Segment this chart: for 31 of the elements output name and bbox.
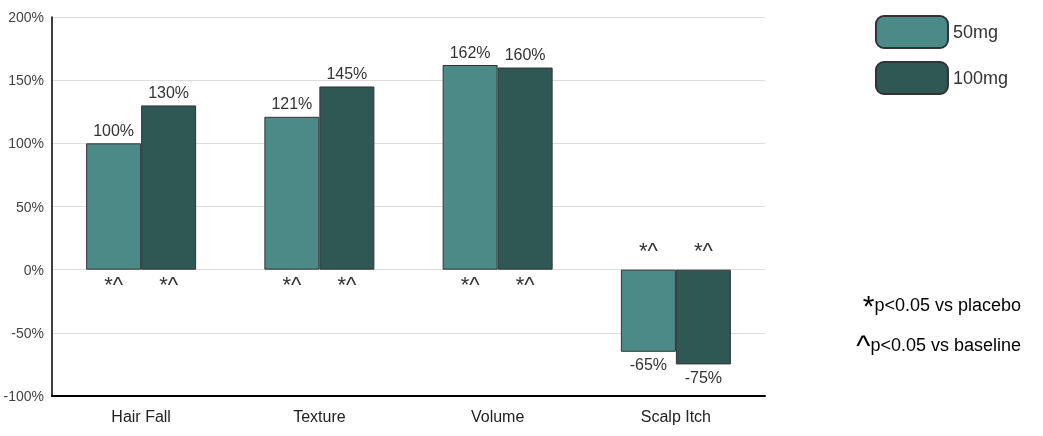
annotation: *^	[515, 272, 536, 298]
data-label: 121%	[271, 95, 313, 113]
data-label: 145%	[326, 64, 368, 82]
y-tick-label: 50%	[15, 198, 44, 215]
y-tick-label: 200%	[8, 9, 44, 25]
annotation: *^	[460, 272, 481, 298]
legend-label: 100mg	[952, 68, 1009, 88]
y-tick-label: 0%	[23, 261, 44, 278]
y-tick-label: 150%	[8, 72, 44, 89]
annotation: *^	[638, 238, 659, 264]
annotation: *^	[159, 272, 179, 298]
text: *p<0.05 vs placebo	[862, 288, 1022, 322]
data-label: 100%	[93, 121, 135, 139]
data-label: 162%	[449, 43, 491, 61]
x-tick-label: Volume	[470, 407, 525, 425]
annotation: *^	[337, 272, 357, 298]
annotation: *^	[282, 272, 302, 298]
data-label: 130%	[148, 83, 190, 101]
y-tick-label: -100%	[3, 388, 44, 404]
text: ^p<0.05 vs baseline	[856, 328, 1021, 362]
y-tick-label: -50%	[11, 324, 44, 341]
data-label: 160%	[504, 46, 546, 64]
legend-label: 50mg	[952, 22, 998, 42]
x-tick-label: Texture	[293, 407, 346, 425]
x-tick-label: Hair Fall	[111, 407, 171, 425]
y-tick-label: 100%	[8, 135, 44, 152]
data-label: -75%	[684, 368, 723, 386]
x-tick-label: Scalp Itch	[640, 407, 712, 425]
data-label: -65%	[629, 356, 668, 374]
annotation: *^	[693, 238, 714, 264]
annotation: *^	[104, 272, 124, 298]
